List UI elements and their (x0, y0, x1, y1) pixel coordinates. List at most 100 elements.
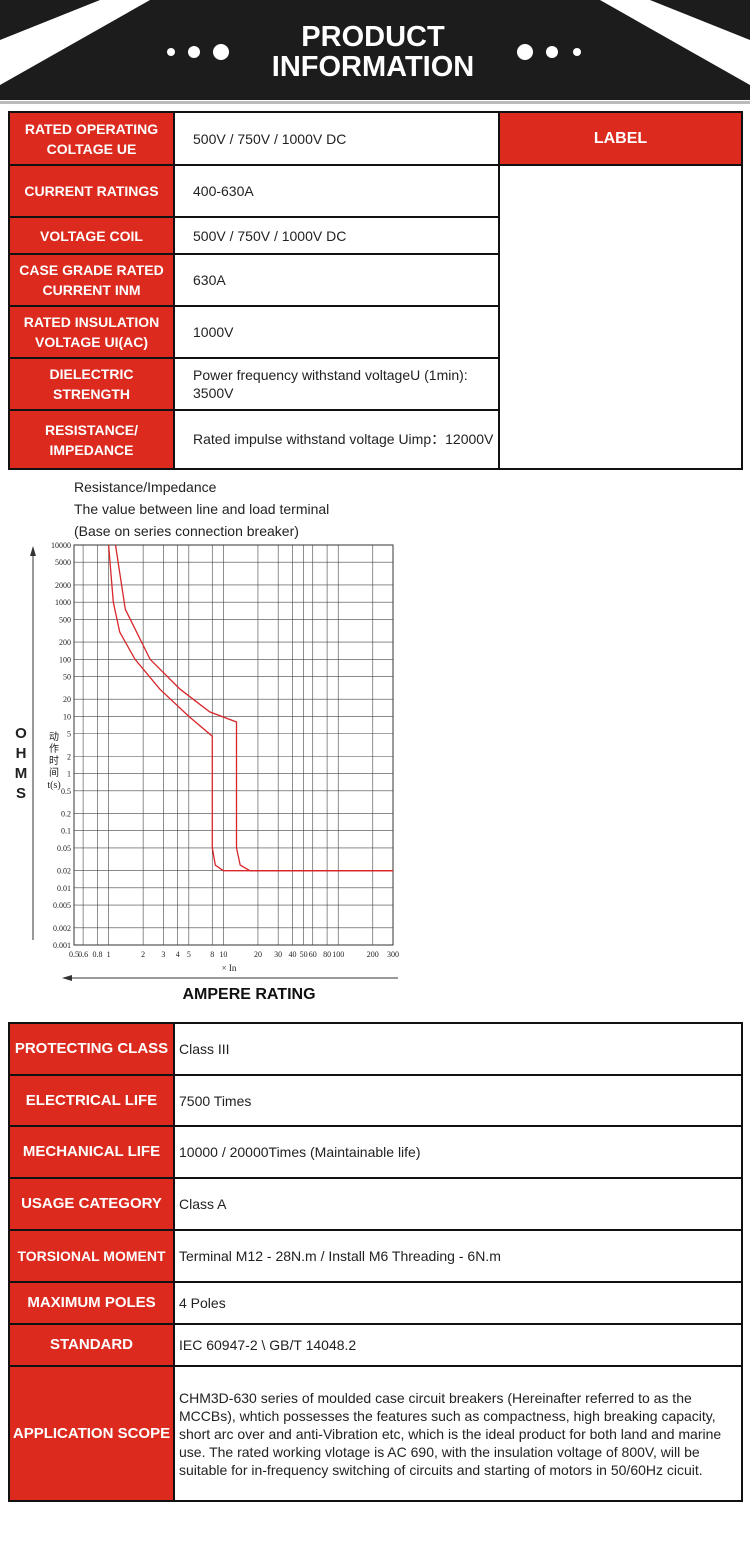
y-tick-label: 1 (67, 770, 71, 779)
y-tick-label: 2000 (55, 581, 71, 590)
row-label: RESISTANCE/ IMPEDANCE (8, 409, 175, 470)
chart-note: Resistance/Impedance (74, 479, 217, 495)
y-tick-label: 200 (59, 638, 71, 647)
y-tick-label: 0.5 (61, 787, 71, 796)
x-tick-label: 80 (323, 950, 331, 959)
row-label: TORSIONAL MOMENT (8, 1229, 175, 1283)
header: PRODUCT INFORMATION (0, 0, 750, 104)
y-axis-label: OHMS (14, 725, 28, 802)
x-tick-label: 1 (107, 950, 111, 959)
row-label: DIELECTRIC STRENGTH (8, 357, 175, 411)
dot (517, 44, 533, 60)
x-axis-title: AMPERE RATING (182, 986, 316, 1003)
y-tick-label: 1000 (55, 598, 71, 607)
table-row: MAXIMUM POLES 4 Poles (8, 1281, 743, 1325)
row-value: CHM3D-630 series of moulded case circuit… (173, 1365, 743, 1502)
row-label: VOLTAGE COIL (8, 216, 175, 255)
table-row: TORSIONAL MOMENT Terminal M12 - 28N.m / I… (8, 1229, 743, 1283)
dot (188, 46, 200, 58)
row-value: Terminal M12 - 28N.m / Install M6 Thread… (173, 1229, 743, 1283)
table-row: RESISTANCE/ IMPEDANCE Rated impulse withs… (8, 409, 742, 470)
row-label: APPLICATION SCOPE (8, 1365, 175, 1502)
dot (573, 48, 581, 56)
y-tick-label: 100 (59, 655, 71, 664)
row-label: RATED OPERATING COLTAGE UE (8, 111, 175, 166)
y-tick-label: 0.02 (57, 867, 71, 876)
y-tick-label: 20 (63, 695, 71, 704)
y-tick-label: 10000 (51, 541, 71, 550)
table-row: PROTECTING CLASS Class III (8, 1022, 743, 1076)
x-tick-label: 8 (210, 950, 214, 959)
row-label: MAXIMUM POLES (8, 1281, 175, 1325)
row-value: IEC 60947-2 \ GB/T 14048.2 (173, 1323, 743, 1367)
row-value: 4 Poles (173, 1281, 743, 1325)
corner-stripe (600, 0, 750, 85)
title-line: INFORMATION (272, 51, 474, 83)
spec-table: PROTECTING CLASS Class III ELECTRICAL LIFE… (8, 1022, 743, 1502)
row-label: CURRENT RATINGS (8, 164, 175, 218)
row-value: 10000 / 20000Times (Maintainable life) (173, 1125, 743, 1179)
row-label: CASE GRADE RATED CURRENT INM (8, 253, 175, 307)
y-tick-label: 0.05 (57, 844, 71, 853)
chart-note: The value between line and load terminal (74, 501, 330, 517)
x-tick-label: 5 (187, 950, 191, 959)
chart-note: (Base on series connection breaker) (74, 523, 299, 539)
dot (213, 44, 229, 60)
x-tick-label: 4 (176, 950, 180, 959)
table-row: DIELECTRIC STRENGTH Power frequency withs… (8, 357, 742, 411)
row-value: 400-630A (173, 164, 500, 218)
x-tick-label: 10 (219, 950, 227, 959)
table-row: STANDARD IEC 60947-2 \ GB/T 14048.2 (8, 1323, 743, 1367)
row-label: MECHANICAL LIFE (8, 1125, 175, 1179)
y-tick-label: 0.001 (53, 941, 71, 950)
x-tick-label: 20 (254, 950, 262, 959)
table-row: USAGE CATEGORY Class A (8, 1177, 743, 1231)
y-axis-label-cn: t(s) (47, 780, 60, 791)
curve (114, 544, 393, 872)
x-tick-label: 200 (367, 950, 379, 959)
y-tick-label: 0.2 (61, 810, 71, 819)
row-value: 500V / 750V / 1000V DC (173, 111, 500, 166)
curve (107, 544, 393, 872)
row-value: Class III (173, 1022, 743, 1076)
label-area (498, 164, 743, 470)
spec-table: RATED OPERATING COLTAGE UE 500V / 750V / … (8, 111, 743, 470)
dot (167, 48, 175, 56)
table-row: RATED OPERATING COLTAGE UE 500V / 750V / … (8, 111, 743, 166)
table-row: CASE GRADE RATED CURRENT INM 630A (8, 253, 742, 307)
x-tick-label: 30 (274, 950, 282, 959)
title-line: PRODUCT (301, 21, 445, 53)
y-tick-label: 0.005 (53, 901, 71, 910)
y-tick-label: 10 (63, 712, 71, 721)
x-tick-label: 0.5 (69, 950, 79, 959)
arrow-head (62, 975, 72, 981)
row-value: Rated impulse withstand voltage Uimp：120… (173, 409, 500, 470)
x-tick-label: 0.6 (78, 950, 88, 959)
y-tick-label: 2 (67, 752, 71, 761)
row-label: USAGE CATEGORY (8, 1177, 175, 1231)
y-tick-label: 5000 (55, 558, 71, 567)
y-axis-label-cn: 间 (49, 766, 59, 779)
row-label: STANDARD (8, 1323, 175, 1367)
row-label: RATED INSULATION VOLTAGE UI(AC) (8, 305, 175, 359)
row-label: PROTECTING CLASS (8, 1022, 175, 1076)
x-unit-label: × In (222, 963, 237, 973)
label-header: LABEL (498, 111, 743, 166)
y-tick-label: 50 (63, 672, 71, 681)
x-tick-label: 40 (289, 950, 297, 959)
row-label: ELECTRICAL LIFE (8, 1074, 175, 1127)
plot-area (73, 544, 394, 946)
row-value: 7500 Times (173, 1074, 743, 1127)
table-row: APPLICATION SCOPE CHM3D-630 series of mou… (8, 1365, 743, 1502)
y-tick-label: 5 (67, 730, 71, 739)
table-row: VOLTAGE COIL 500V / 750V / 1000V DC (8, 216, 742, 255)
dot (546, 46, 558, 58)
x-tick-label: 60 (309, 950, 317, 959)
table-row: MECHANICAL LIFE 10000 / 20000Times (Maint… (8, 1125, 743, 1179)
row-value: 500V / 750V / 1000V DC (173, 216, 500, 255)
chart: 100005000200010005002001005020105210.50.… (30, 541, 399, 981)
row-value: Class A (173, 1177, 743, 1231)
x-tick-label: 2 (141, 950, 145, 959)
table-row: RATED INSULATION VOLTAGE UI(AC) 1000V (8, 305, 742, 359)
